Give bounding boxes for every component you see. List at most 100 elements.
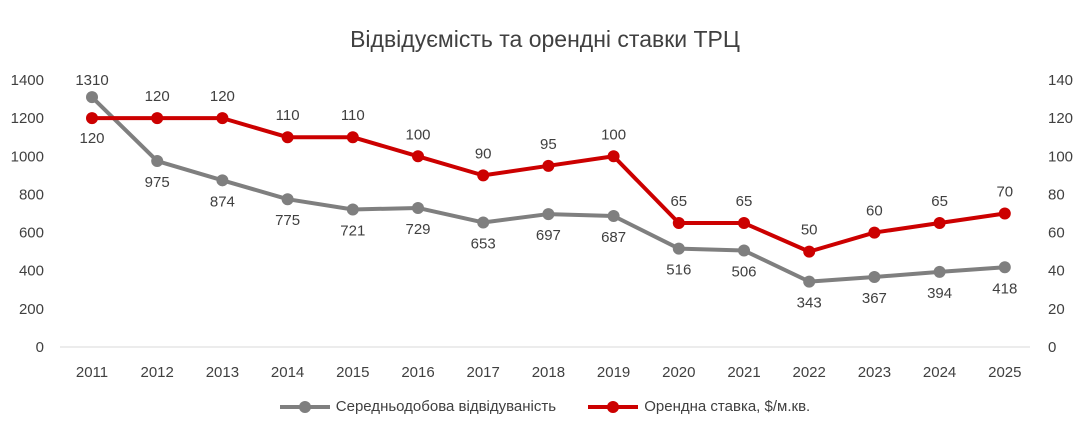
y-left-tick-label: 800 [19,186,44,203]
point-visitors [412,201,424,214]
y-left-tick-label: 0 [36,339,44,356]
x-tick-label: 2022 [793,364,826,381]
point-visitors [998,261,1011,274]
point-visitors [346,203,359,216]
data-label-rent: 95 [540,136,557,153]
point-rent [542,159,555,172]
point-visitors [607,209,620,222]
data-label-visitors: 697 [536,227,561,244]
y-right-tick-label: 140 [1048,72,1073,89]
y-left-tick-label: 200 [19,301,44,318]
point-visitors [281,193,294,206]
data-label-rent: 120 [210,88,235,105]
legend-item-visitors: Середньодобова відвідуваність [279,398,557,415]
x-tick-label: 2011 [76,364,108,381]
y-left-tick-label: 600 [19,225,44,242]
x-tick-label: 2017 [467,364,500,381]
data-label-visitors: 367 [862,290,887,307]
data-label-visitors: 653 [471,235,496,252]
y-left-tick-label: 1400 [11,72,44,89]
y-right-tick-label: 120 [1048,110,1073,127]
y-right-tick-label: 60 [1048,225,1065,242]
x-tick-label: 2024 [923,364,956,381]
data-label-rent: 90 [475,145,492,162]
y-left-tick-label: 400 [19,263,44,280]
y-right-tick-label: 0 [1048,339,1056,356]
data-label-visitors: 418 [992,280,1017,297]
legend-swatch-rent [588,400,639,414]
x-tick-label: 2013 [206,364,239,381]
point-rent [803,245,816,258]
data-label-rent: 100 [405,126,430,143]
x-tick-label: 2012 [141,364,174,381]
y-left-tick-label: 1200 [11,110,44,127]
point-rent [933,217,946,230]
x-tick-label: 2014 [271,364,304,381]
data-label-rent: 120 [79,130,104,147]
data-label-rent: 65 [670,193,687,210]
data-label-visitors: 687 [601,229,626,246]
data-label-rent: 50 [801,222,818,239]
legend-label-rent: Орендна ставка, $/м.кв. [644,398,811,415]
y-right-tick-label: 100 [1048,148,1073,165]
point-visitors [738,244,750,257]
data-label-rent: 110 [276,107,300,124]
data-label-visitors: 975 [145,174,170,191]
point-rent [607,150,620,163]
y-right-tick-label: 80 [1048,186,1065,203]
data-label-visitors: 721 [340,222,365,239]
point-visitors [151,155,164,168]
x-tick-label: 2015 [336,364,369,381]
point-rent [412,150,424,163]
data-label-visitors: 1310 [75,72,108,89]
point-rent [281,131,294,144]
data-label-visitors: 729 [405,221,430,238]
point-visitors [672,242,685,255]
point-visitors [86,91,98,104]
x-tick-label: 2020 [662,364,695,381]
data-label-visitors: 874 [210,193,235,210]
x-tick-label: 2019 [597,364,630,381]
data-label-rent: 70 [996,184,1013,201]
data-label-rent: 100 [601,126,626,143]
point-visitors [216,174,229,187]
x-tick-label: 2023 [858,364,891,381]
point-visitors [933,265,946,278]
x-tick-label: 2021 [727,364,760,381]
data-label-visitors: 343 [797,295,822,312]
data-label-rent: 65 [931,193,948,210]
point-visitors [868,271,881,284]
data-label-rent: 60 [866,203,883,220]
point-rent [346,131,359,144]
y-left-tick-label: 1000 [11,148,44,165]
point-rent [151,112,164,125]
data-label-rent: 110 [341,107,365,124]
point-visitors [542,208,555,221]
point-rent [477,169,490,182]
point-visitors [477,216,490,229]
point-rent [216,112,229,125]
chart-title: Відвідуємість та орендні ставки ТРЦ [350,26,740,52]
point-rent [998,207,1011,220]
point-rent [672,217,685,230]
y-right-tick-label: 20 [1048,301,1065,318]
data-label-visitors: 394 [927,285,952,302]
legend-item-rent: Орендна ставка, $/м.кв. [588,398,810,415]
x-tick-label: 2016 [401,364,434,381]
data-label-visitors: 506 [731,263,756,280]
point-rent [86,112,98,125]
legend-label-visitors: Середньодобова відвідуваність [335,398,557,415]
point-rent [868,226,881,239]
x-tick-label: 2025 [988,364,1021,381]
data-label-visitors: 775 [275,212,300,229]
data-label-rent: 65 [736,193,753,210]
legend-swatch-visitors [279,400,330,414]
x-tick-label: 2018 [532,364,565,381]
point-rent [738,217,750,230]
y-right-tick-label: 40 [1048,263,1065,280]
point-visitors [803,275,816,288]
series-line-visitors [90,95,1005,284]
data-label-visitors: 516 [666,262,691,279]
data-label-rent: 120 [145,88,170,105]
